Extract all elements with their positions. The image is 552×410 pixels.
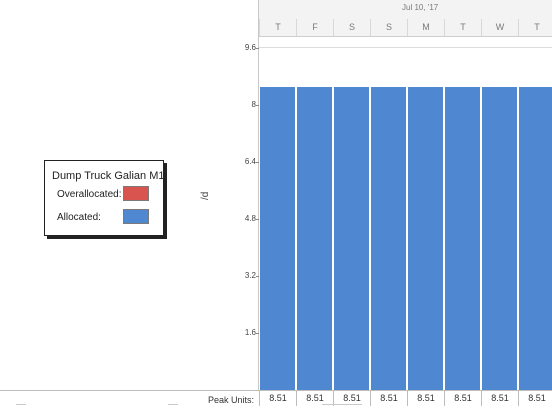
y-tick-mark xyxy=(256,162,259,163)
timescale-major-tier: Jul 10, '17 xyxy=(259,0,552,17)
allocated-bar-5 xyxy=(445,86,480,390)
peak-units-cell: 8.51 xyxy=(518,391,552,406)
peak-units-cell: 8.51 xyxy=(333,391,370,406)
timescale-week-date: Jul 10, '17 xyxy=(402,3,439,12)
timescale-day-7: T xyxy=(518,19,552,36)
y-tick-label: 3.2 xyxy=(244,271,256,280)
allocated-bar-7 xyxy=(519,86,552,390)
legend-overallocated-label: Overallocated: xyxy=(57,189,122,200)
max-units-line xyxy=(259,47,552,48)
y-tick-label: 4.8 xyxy=(244,214,256,223)
y-tick-label: 1.6 xyxy=(244,328,256,337)
y-tick-mark xyxy=(256,219,259,220)
y-tick-mark xyxy=(256,48,259,49)
legend-allocated-label: Allocated: xyxy=(57,212,101,223)
y-axis-label: /d xyxy=(200,191,211,200)
overallocated-swatch xyxy=(123,186,149,201)
y-tick-label: 8 xyxy=(251,100,256,109)
allocated-bar-3 xyxy=(371,86,406,390)
allocated-swatch xyxy=(123,209,149,224)
legend-title: Dump Truck Galian M1 xyxy=(52,170,165,182)
allocated-bar-2 xyxy=(334,86,369,390)
peak-units-cell: 8.51 xyxy=(259,391,296,406)
peak-units-cell: 8.51 xyxy=(481,391,518,406)
timescale-day-6: W xyxy=(481,19,518,36)
peak-units-cell: 8.51 xyxy=(370,391,407,406)
scroll-marker-mid[interactable] xyxy=(168,404,178,410)
pane-splitter[interactable] xyxy=(258,0,259,409)
timescale-day-5: T xyxy=(444,19,481,36)
peak-units-cell: 8.51 xyxy=(444,391,481,406)
timescale-day-2: S xyxy=(333,19,370,36)
timescale-day-4: M xyxy=(407,19,444,36)
allocated-bar-0 xyxy=(260,86,295,390)
y-tick-mark xyxy=(256,333,259,334)
timescale-day-0: T xyxy=(259,19,296,36)
timescale-day-1: F xyxy=(296,19,333,36)
y-tick-mark xyxy=(256,276,259,277)
peak-units-label: Peak Units: xyxy=(208,395,255,405)
y-tick-mark xyxy=(256,105,259,106)
peak-units-cell: 8.51 xyxy=(407,391,444,406)
allocated-bar-4 xyxy=(408,86,443,390)
scroll-marker-left[interactable] xyxy=(16,404,26,410)
horizontal-scroll-thumb[interactable] xyxy=(322,404,362,410)
y-tick-label: 6.4 xyxy=(244,157,256,166)
allocated-bar-6 xyxy=(482,86,517,390)
allocated-bar-1 xyxy=(297,86,332,390)
peak-units-row: Peak Units: 8.51 8.51 8.51 8.51 8.51 8.51 8.51… xyxy=(0,390,552,410)
legend-box: Dump Truck Galian M1 Overallocated: Allo… xyxy=(44,160,164,236)
resource-graph-legend-pane: Dump Truck Galian M1 Overallocated: Allo… xyxy=(0,0,258,409)
timescale-day-3: S xyxy=(370,19,407,36)
peak-units-cell: 8.51 xyxy=(296,391,333,406)
y-tick-label: 9.6 xyxy=(244,43,256,52)
